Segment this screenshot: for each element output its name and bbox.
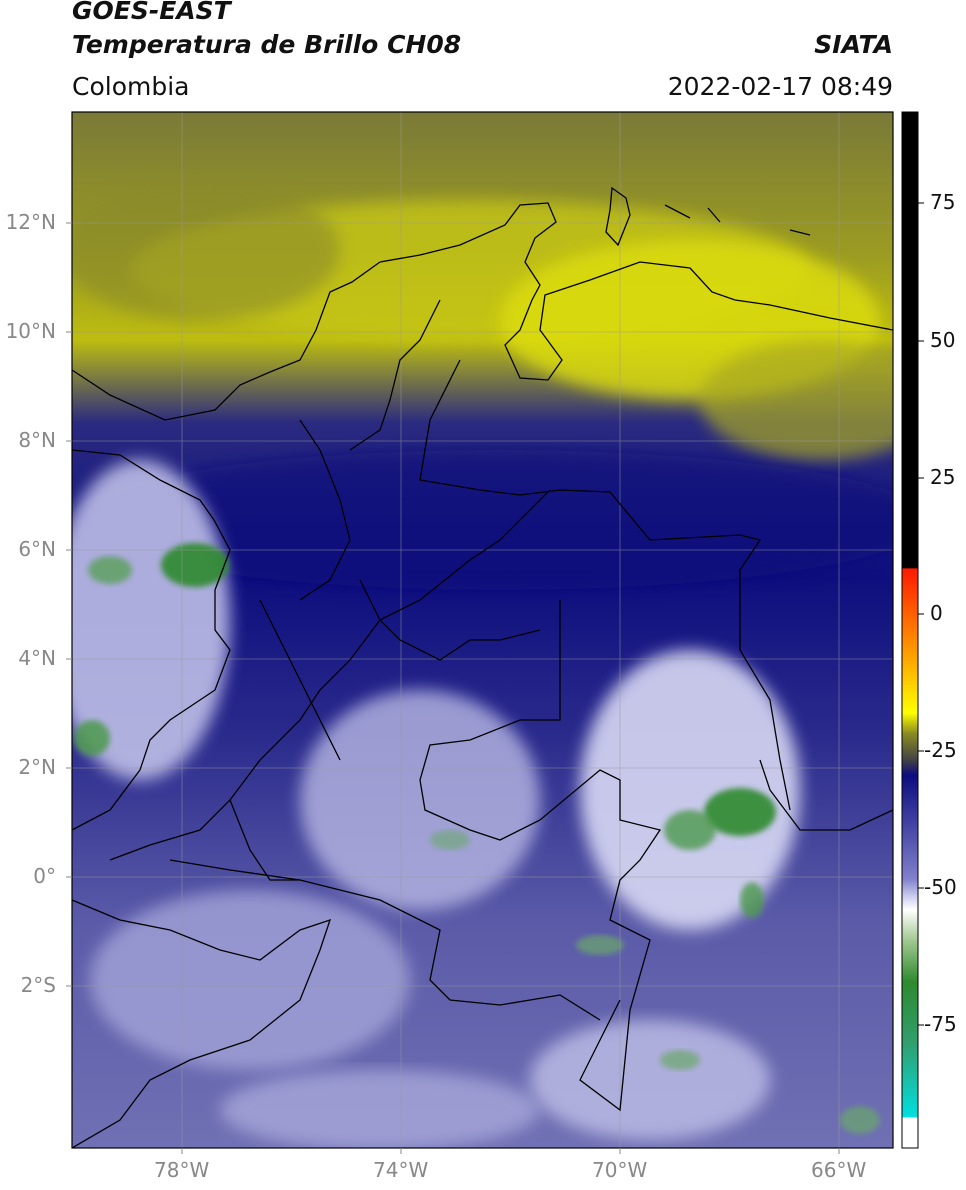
cbar-label-50: 50 xyxy=(930,328,956,352)
lat-label-12n: 12°N xyxy=(5,210,56,234)
lon-label-74w: 74°W xyxy=(373,1158,429,1182)
lon-label-78w: 78°W xyxy=(154,1158,210,1182)
datetime-label: 2022-02-17 08:49 xyxy=(667,72,893,101)
lat-label-2s: 2°S xyxy=(20,973,56,997)
lat-label-8n: 8°N xyxy=(18,428,56,452)
cbar-label-m75: -75 xyxy=(924,1012,957,1036)
lat-label-10n: 10°N xyxy=(5,319,56,343)
colorbar-ticks xyxy=(918,202,924,1026)
satellite-image xyxy=(72,112,893,1148)
lat-label-6n: 6°N xyxy=(18,537,56,561)
lon-label-66w: 66°W xyxy=(811,1158,867,1182)
lon-label-70w: 70°W xyxy=(592,1158,648,1182)
agency-label: SIATA xyxy=(814,30,893,59)
cbar-label-75: 75 xyxy=(930,190,956,214)
gridlines xyxy=(72,112,893,1148)
region-label: Colombia xyxy=(72,72,190,101)
map-frame xyxy=(71,111,894,1149)
axis-ticks xyxy=(66,222,840,1154)
lat-label-4n: 4°N xyxy=(18,646,56,670)
cbar-label-m25: -25 xyxy=(924,738,957,762)
cbar-label-m50: -50 xyxy=(924,875,957,899)
cbar-label-0: 0 xyxy=(930,601,943,625)
satellite-title: GOES-EAST xyxy=(72,0,231,25)
lat-label-0: 0° xyxy=(33,864,56,888)
colorbar xyxy=(901,111,919,1149)
product-title: Temperatura de Brillo CH08 xyxy=(72,30,462,59)
lat-label-2n: 2°N xyxy=(18,755,56,779)
country-borders xyxy=(72,186,893,1148)
cbar-label-25: 25 xyxy=(930,465,956,489)
